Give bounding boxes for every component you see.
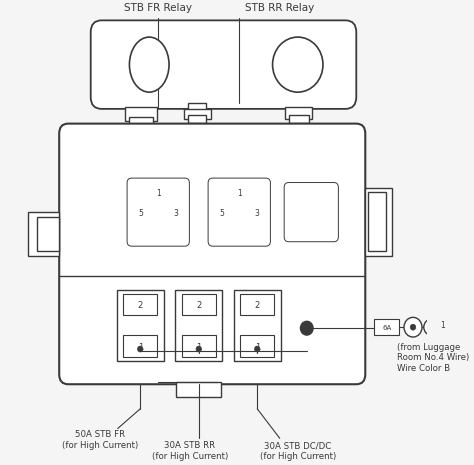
FancyBboxPatch shape	[212, 182, 267, 242]
Bar	[168, 204, 183, 220]
Bar	[182, 294, 216, 315]
Text: 1: 1	[255, 343, 260, 352]
Bar	[285, 107, 312, 119]
Bar	[305, 189, 318, 203]
Bar	[234, 290, 281, 361]
Bar	[27, 212, 59, 256]
Bar	[240, 224, 255, 239]
Bar	[188, 103, 206, 113]
Bar	[374, 319, 400, 335]
Bar	[249, 204, 264, 220]
Text: 5: 5	[139, 209, 144, 218]
Text: (from Luggage
Room No.4 Wire)
Wire Color B: (from Luggage Room No.4 Wire) Wire Color…	[397, 343, 469, 373]
Bar	[319, 206, 332, 219]
Text: 3: 3	[254, 209, 259, 218]
Bar	[123, 294, 157, 315]
Text: 1: 1	[137, 343, 143, 352]
FancyBboxPatch shape	[131, 182, 186, 242]
Bar	[184, 109, 211, 119]
Bar	[36, 217, 59, 252]
Text: 50A STB FR
(for High Current): 50A STB FR (for High Current)	[62, 431, 138, 450]
Bar	[188, 115, 206, 123]
Bar	[312, 221, 325, 235]
Text: 2: 2	[196, 301, 201, 310]
Text: 1: 1	[196, 343, 201, 352]
Bar	[297, 221, 310, 235]
Bar	[223, 224, 238, 239]
Bar	[151, 185, 166, 200]
Text: 30A STB RR
(for High Current): 30A STB RR (for High Current)	[152, 441, 228, 461]
Text: 5: 5	[219, 209, 225, 218]
Bar	[117, 290, 164, 361]
Text: 1: 1	[440, 321, 445, 330]
Text: STB FR Relay: STB FR Relay	[124, 3, 192, 13]
Bar	[133, 204, 149, 220]
Bar	[368, 193, 386, 252]
Circle shape	[301, 321, 313, 335]
Ellipse shape	[129, 37, 169, 92]
Bar	[123, 335, 157, 357]
FancyBboxPatch shape	[208, 178, 270, 246]
Circle shape	[424, 319, 438, 335]
FancyBboxPatch shape	[91, 20, 356, 109]
Bar	[231, 185, 247, 200]
Bar	[175, 290, 222, 361]
Text: 2: 2	[137, 301, 143, 310]
FancyBboxPatch shape	[284, 183, 338, 242]
Bar	[129, 117, 153, 128]
FancyBboxPatch shape	[288, 186, 335, 238]
Bar	[289, 115, 309, 123]
Bar	[214, 204, 230, 220]
Bar	[182, 335, 216, 357]
Text: 6A: 6A	[382, 325, 392, 331]
Circle shape	[196, 346, 201, 352]
Bar	[240, 294, 274, 315]
Text: fusesdiagram.com: fusesdiagram.com	[77, 224, 351, 250]
FancyBboxPatch shape	[127, 178, 190, 246]
Ellipse shape	[273, 37, 323, 92]
Bar	[159, 224, 174, 239]
Text: 30A STB DC/DC
(for High Current): 30A STB DC/DC (for High Current)	[260, 441, 336, 461]
Circle shape	[404, 318, 422, 337]
Text: 1: 1	[156, 189, 161, 198]
Text: 2: 2	[255, 301, 260, 310]
Text: 1: 1	[237, 189, 242, 198]
Circle shape	[137, 346, 143, 352]
Text: STB RR Relay: STB RR Relay	[245, 3, 314, 13]
Circle shape	[410, 324, 416, 330]
Bar	[142, 224, 157, 239]
FancyBboxPatch shape	[59, 124, 365, 384]
Bar	[240, 335, 274, 357]
Bar	[365, 187, 392, 256]
Bar	[125, 107, 157, 121]
Text: 3: 3	[173, 209, 178, 218]
Bar	[176, 382, 221, 397]
Circle shape	[255, 346, 260, 352]
